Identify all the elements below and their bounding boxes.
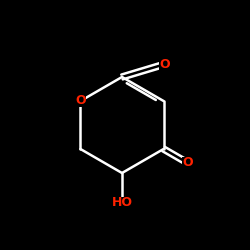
Text: O: O (160, 58, 170, 70)
FancyBboxPatch shape (111, 197, 133, 209)
Text: HO: HO (112, 196, 132, 209)
FancyBboxPatch shape (182, 157, 194, 169)
Text: O: O (75, 94, 86, 108)
FancyBboxPatch shape (159, 58, 171, 70)
FancyBboxPatch shape (74, 95, 86, 107)
Text: O: O (182, 156, 193, 170)
